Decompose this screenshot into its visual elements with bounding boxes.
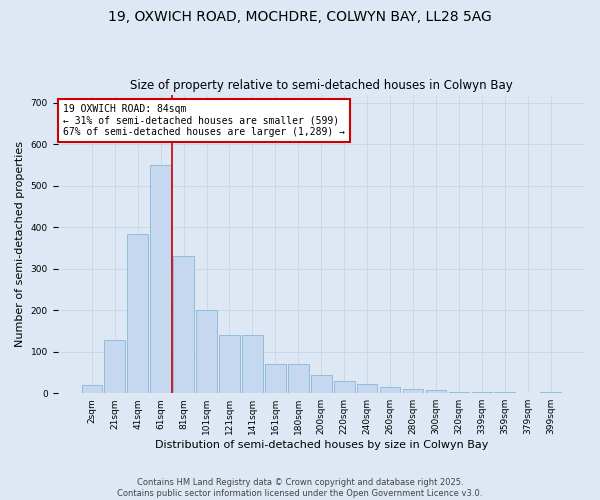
Bar <box>311 374 332 393</box>
Y-axis label: Number of semi-detached properties: Number of semi-detached properties <box>15 141 25 347</box>
Bar <box>403 389 424 393</box>
Bar <box>196 310 217 393</box>
Bar <box>82 385 102 393</box>
Text: 19 OXWICH ROAD: 84sqm
← 31% of semi-detached houses are smaller (599)
67% of sem: 19 OXWICH ROAD: 84sqm ← 31% of semi-deta… <box>63 104 345 136</box>
Text: 19, OXWICH ROAD, MOCHDRE, COLWYN BAY, LL28 5AG: 19, OXWICH ROAD, MOCHDRE, COLWYN BAY, LL… <box>108 10 492 24</box>
Bar <box>173 256 194 393</box>
Bar <box>494 392 515 393</box>
Bar <box>242 335 263 393</box>
X-axis label: Distribution of semi-detached houses by size in Colwyn Bay: Distribution of semi-detached houses by … <box>155 440 488 450</box>
Bar <box>219 335 240 393</box>
Bar <box>334 381 355 393</box>
Bar <box>104 340 125 393</box>
Text: Contains HM Land Registry data © Crown copyright and database right 2025.
Contai: Contains HM Land Registry data © Crown c… <box>118 478 482 498</box>
Bar <box>151 165 171 393</box>
Bar <box>127 234 148 393</box>
Bar <box>472 392 492 393</box>
Bar <box>288 364 308 393</box>
Bar <box>541 392 561 393</box>
Bar <box>449 392 469 393</box>
Bar <box>380 387 400 393</box>
Title: Size of property relative to semi-detached houses in Colwyn Bay: Size of property relative to semi-detach… <box>130 79 512 92</box>
Bar <box>425 390 446 393</box>
Bar <box>265 364 286 393</box>
Bar <box>357 384 377 393</box>
